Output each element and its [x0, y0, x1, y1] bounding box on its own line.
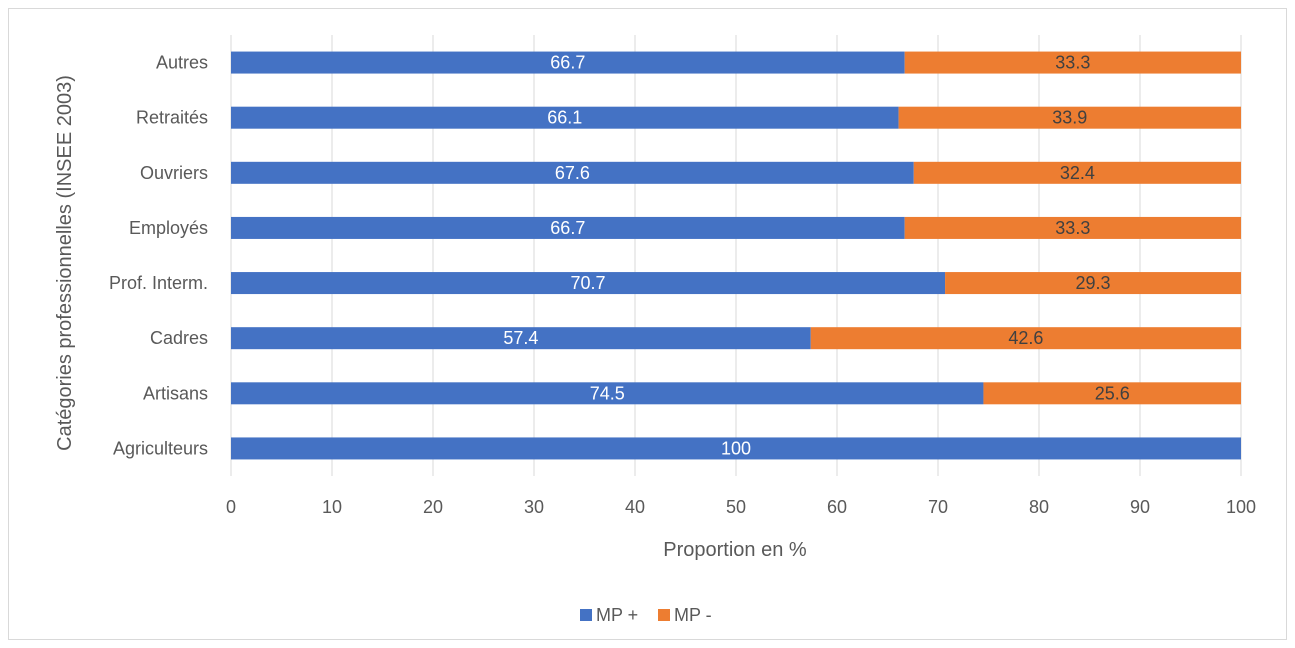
data-label: 74.5 — [590, 383, 625, 403]
bar-segment — [231, 382, 984, 405]
bar-segment — [231, 437, 1241, 460]
data-label: 42.6 — [1008, 328, 1043, 348]
x-tick-label: 40 — [625, 497, 645, 517]
legend: MP + MP - — [580, 605, 712, 625]
data-label: 66.7 — [550, 218, 585, 238]
y-axis-title: Catégories professionnelles (INSEE 2003) — [54, 75, 76, 451]
bar-segment — [810, 327, 1241, 350]
category-label: Agriculteurs — [113, 438, 208, 458]
bar-segment — [945, 272, 1241, 295]
bar-segment — [983, 382, 1241, 405]
data-label: 66.1 — [547, 108, 582, 128]
data-label: 100 — [721, 438, 751, 458]
bars — [231, 51, 1241, 460]
bar-segment — [898, 106, 1241, 129]
data-label: 25.6 — [1095, 383, 1130, 403]
legend-swatch — [658, 609, 670, 621]
data-label: 29.3 — [1076, 273, 1111, 293]
x-tick-label: 60 — [827, 497, 847, 517]
data-label: 33.9 — [1052, 108, 1087, 128]
data-label: 33.3 — [1055, 53, 1090, 73]
data-label: 67.6 — [555, 163, 590, 183]
x-tick-label: 20 — [423, 497, 443, 517]
x-tick-label: 70 — [928, 497, 948, 517]
x-tick-label: 30 — [524, 497, 544, 517]
category-label: Cadres — [150, 328, 208, 348]
bar-segment — [231, 327, 811, 350]
data-label: 66.7 — [550, 53, 585, 73]
category-label: Artisans — [143, 383, 208, 403]
data-label: 32.4 — [1060, 163, 1095, 183]
gridlines — [230, 35, 1242, 476]
data-label: 33.3 — [1055, 218, 1090, 238]
legend-swatch — [580, 609, 592, 621]
category-label: Ouvriers — [140, 163, 208, 183]
x-tick-label: 80 — [1029, 497, 1049, 517]
category-label: Retraités — [136, 108, 208, 128]
category-label: Autres — [156, 53, 208, 73]
category-label: Employés — [129, 218, 208, 238]
x-tick-label: 0 — [226, 497, 236, 517]
bar-segment — [231, 216, 905, 239]
bar-segment — [904, 51, 1241, 74]
category-label: Prof. Interm. — [109, 273, 208, 293]
x-axis-title: Proportion en % — [663, 539, 807, 561]
x-tick-label: 50 — [726, 497, 746, 517]
x-tick-label: 100 — [1226, 497, 1256, 517]
legend-label: MP + — [596, 605, 638, 625]
data-label: 70.7 — [571, 273, 606, 293]
data-label: 57.4 — [503, 328, 538, 348]
x-tick-label: 90 — [1130, 497, 1150, 517]
bar-segment — [231, 272, 946, 295]
bar-segment — [231, 161, 914, 184]
bar-segment — [913, 161, 1241, 184]
bar-segment — [904, 216, 1241, 239]
bar-segment — [231, 51, 905, 74]
x-tick-label: 10 — [322, 497, 342, 517]
x-tick-labels: 0 10 20 30 40 50 60 70 80 90 100 — [226, 497, 1256, 517]
data-labels: 100 74.5 25.6 57.4 42.6 70.7 29.3 66.7 33.3 67.6 3… — [503, 53, 1129, 459]
legend-label: MP - — [674, 605, 712, 625]
bar-segment — [231, 106, 899, 129]
category-labels: Agriculteurs Artisans Cadres Prof. Interm. E… — [109, 53, 208, 459]
